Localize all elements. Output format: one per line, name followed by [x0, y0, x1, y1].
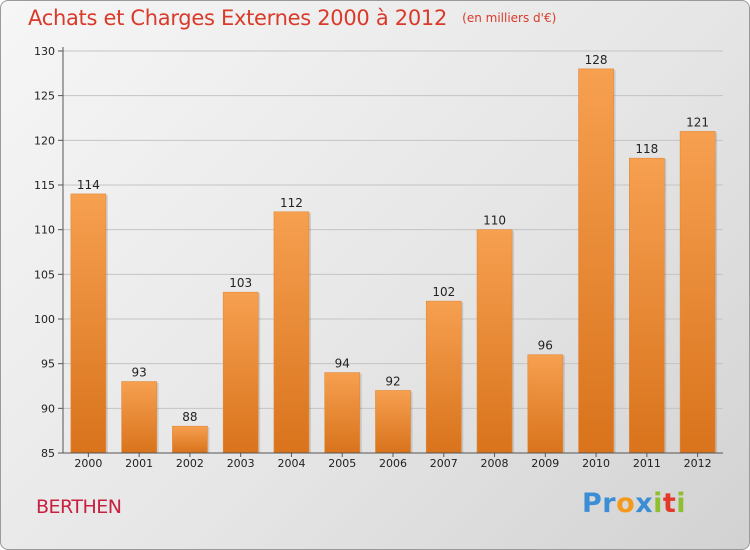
x-tick-label: 2001 [125, 457, 153, 470]
y-tick-label: 110 [34, 224, 55, 237]
y-tick-label: 100 [34, 313, 55, 326]
x-tick-label: 2009 [531, 457, 559, 470]
value-label: 112 [280, 196, 303, 210]
y-tick-label: 125 [34, 90, 55, 103]
bar [172, 425, 208, 454]
logo-letter: r [602, 488, 617, 519]
x-tick-label: 2005 [328, 457, 356, 470]
bar [273, 211, 310, 454]
logo-letter: i [676, 488, 687, 519]
y-tick-label: 105 [34, 268, 55, 281]
value-label: 88 [182, 410, 197, 424]
bar [679, 131, 716, 454]
y-tick-label: 85 [41, 447, 55, 460]
bar [324, 372, 361, 454]
y-tick-label: 90 [41, 402, 55, 415]
logo-letter: o [616, 488, 636, 519]
bar [578, 68, 614, 454]
value-label: 93 [132, 366, 147, 380]
bar [476, 229, 513, 454]
x-tick-labels: 2000 2001 2002 2003 2004 2005 2006 2007 2008 2009… [74, 457, 711, 470]
y-tick-label: 120 [34, 134, 55, 147]
axes [58, 47, 723, 457]
value-label: 110 [483, 214, 506, 228]
x-tick-label: 2012 [684, 457, 712, 470]
value-label: 103 [229, 276, 252, 290]
chart-title-block: Achats et Charges Externes 2000 à 2012 (… [28, 6, 556, 30]
logo-letter: t [662, 488, 677, 519]
bar [629, 157, 665, 454]
value-labels: 114 93 88 103 112 94 92 102 110 96 128 118 121 [77, 53, 709, 424]
chart-subtitle: (en milliers d'€) [462, 11, 557, 25]
value-label: 102 [432, 285, 455, 299]
value-label: 128 [585, 53, 608, 67]
y-tick-label: 115 [34, 179, 55, 192]
x-tick-label: 2011 [633, 457, 661, 470]
value-label: 92 [385, 374, 400, 388]
bars [70, 68, 718, 454]
bar [527, 354, 564, 454]
chart-title: Achats et Charges Externes 2000 à 2012 [28, 6, 448, 30]
value-label: 114 [77, 178, 100, 192]
value-label: 121 [686, 115, 709, 129]
bar [70, 193, 107, 454]
x-tick-label: 2008 [481, 457, 509, 470]
proxiti-logo: Proxiti [582, 488, 686, 519]
x-tick-label: 2004 [277, 457, 305, 470]
y-tick-labels: 85 90 95 100 105 110 115 120 125 130 [34, 45, 55, 460]
bar [375, 390, 411, 454]
value-label: 96 [538, 339, 553, 353]
x-tick-label: 2010 [582, 457, 610, 470]
x-tick-label: 2003 [227, 457, 255, 470]
bar [121, 381, 157, 454]
logo-letter: x [635, 488, 654, 519]
x-tick-label: 2000 [74, 457, 102, 470]
y-tick-label: 95 [41, 358, 55, 371]
bar [222, 291, 259, 454]
value-label: 94 [335, 357, 350, 371]
bar [425, 300, 462, 454]
x-tick-label: 2006 [379, 457, 407, 470]
place-name: BERTHEN [36, 496, 122, 518]
x-tick-label: 2007 [430, 457, 458, 470]
logo-letter: i [653, 488, 663, 519]
value-label: 118 [635, 142, 658, 156]
x-tick-label: 2002 [176, 457, 204, 470]
logo-letter: P [582, 488, 603, 519]
y-tick-label: 130 [34, 45, 55, 58]
